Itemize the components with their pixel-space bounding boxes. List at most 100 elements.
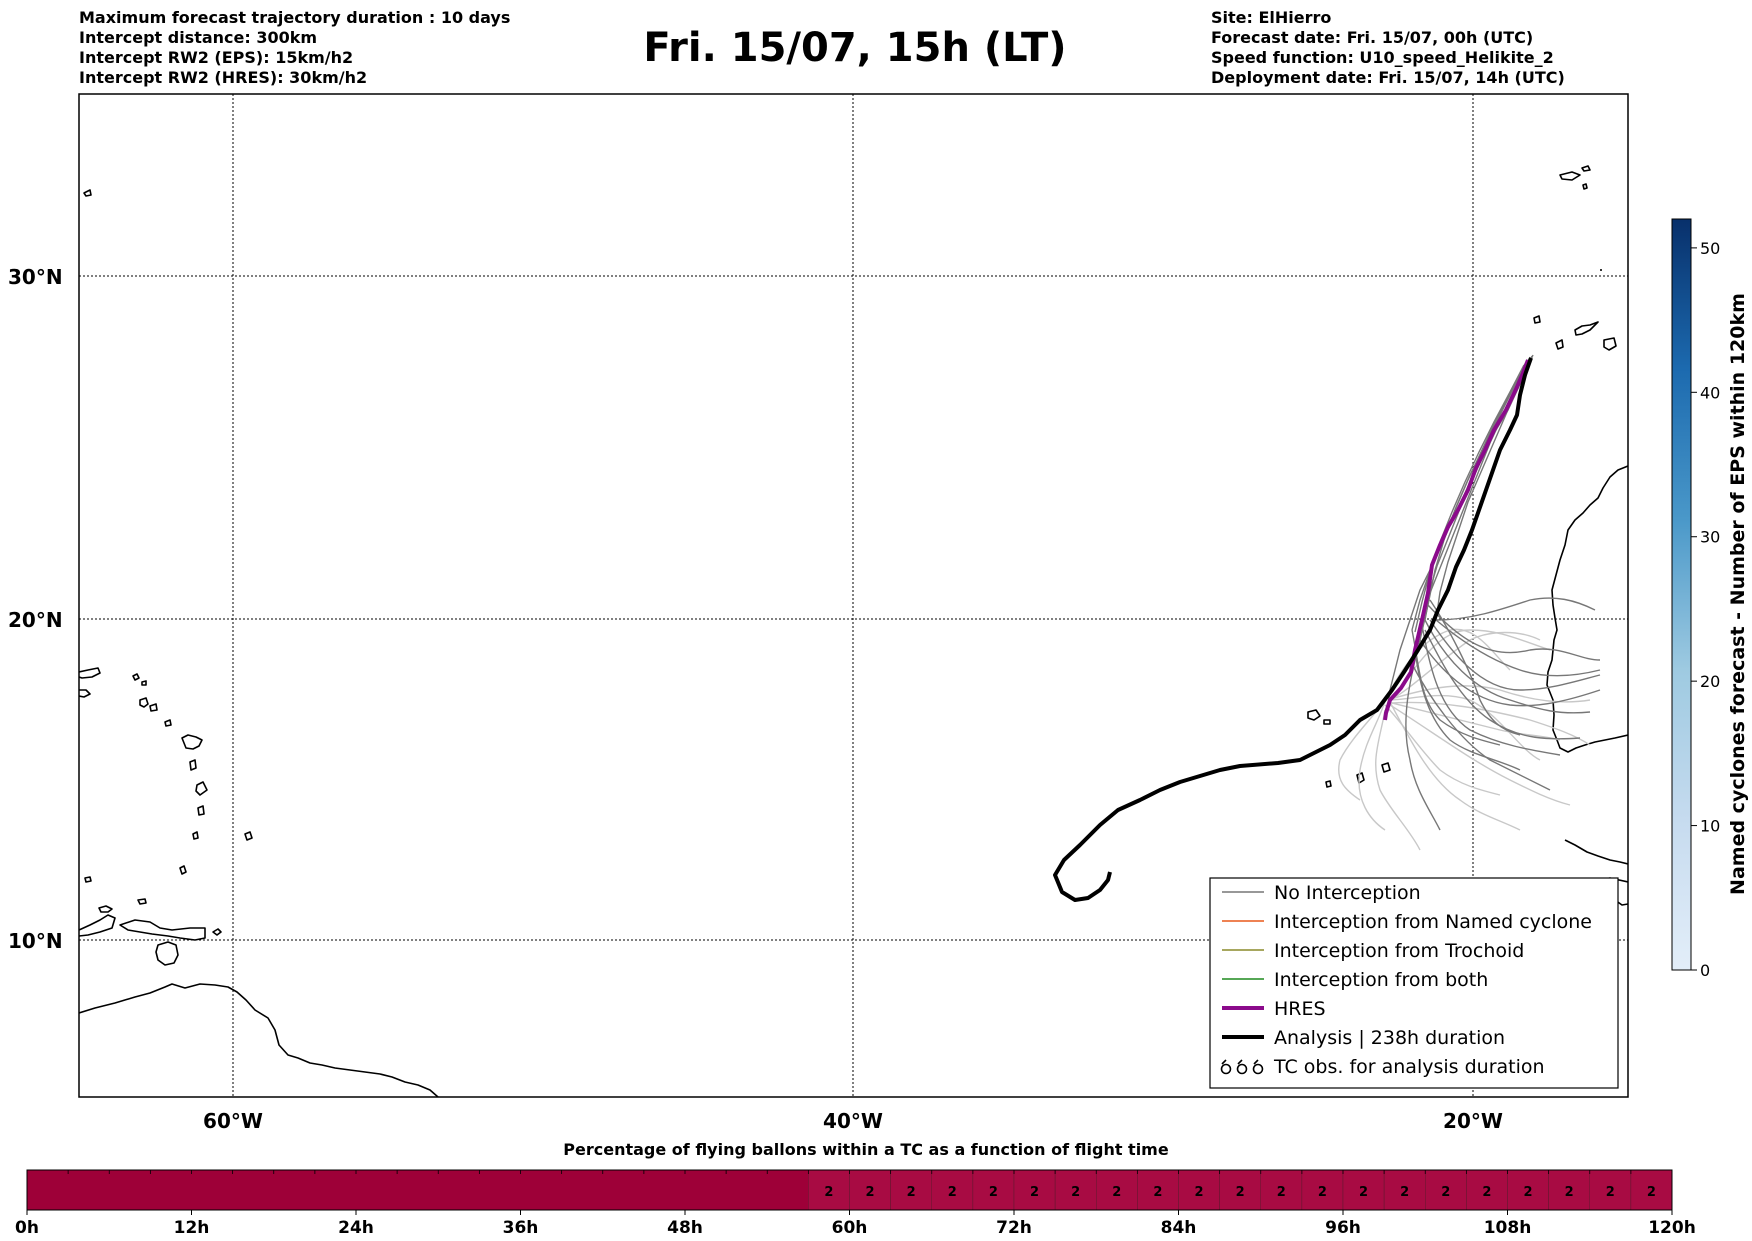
time-bar-cell bbox=[972, 1169, 1015, 1211]
colorbar-tick-label: 0 bbox=[1700, 961, 1710, 980]
time-bar-tick-label: 72h bbox=[996, 1218, 1032, 1238]
time-bar-tick-label: 84h bbox=[1161, 1218, 1197, 1238]
page-title: Fri. 15/07, 15h (LT) bbox=[643, 25, 1067, 71]
time-bar-cell-value: 2 bbox=[1030, 1185, 1039, 1200]
time-bar-cell-value: 2 bbox=[1236, 1185, 1245, 1200]
time-bar-cell-value: 2 bbox=[1071, 1185, 1080, 1200]
legend-label: HRES bbox=[1274, 998, 1326, 1020]
time-bar-cell-value: 2 bbox=[1400, 1185, 1409, 1200]
colorbar-tick-label: 30 bbox=[1700, 528, 1720, 547]
lon-label-20w: 20°W bbox=[1443, 1109, 1503, 1133]
map-axis-labels: 30°N 20°N 10°N 60°W 40°W 20°W bbox=[8, 265, 1503, 1133]
coast-martinique bbox=[195, 781, 208, 796]
time-bar-ticks: 0h 12h 24h 36h 48h 60h 72h 84h 96h 108h 120h bbox=[15, 1170, 1696, 1238]
info-intercept-eps: Intercept RW2 (EPS): 15km/h2 bbox=[79, 48, 354, 67]
time-bar-cell-value: 2 bbox=[866, 1185, 875, 1200]
lon-label-60w: 60°W bbox=[203, 1109, 263, 1133]
time-bar-tick-label: 48h bbox=[667, 1218, 703, 1238]
coast-cape-verde-4 bbox=[1381, 762, 1391, 773]
legend-item: Interception from Trochoid bbox=[1222, 940, 1524, 962]
colorbar-tick-label: 50 bbox=[1700, 239, 1720, 258]
legend-label: Interception from Named cyclone bbox=[1274, 911, 1592, 933]
time-bar-cell bbox=[1383, 1169, 1426, 1211]
time-bar-cell-value: 2 bbox=[1153, 1185, 1162, 1200]
time-bar-tick-label: 36h bbox=[503, 1218, 539, 1238]
coast-azores bbox=[83, 189, 92, 197]
legend-label: Interception from both bbox=[1274, 969, 1488, 991]
map-legend: No Interception Interception from Named c… bbox=[1209, 877, 1619, 1089]
coast-africa-south bbox=[1564, 839, 1628, 865]
coast-venezuela-west bbox=[79, 914, 116, 937]
colorbar-ticks: 0 10 20 30 40 50 bbox=[1691, 239, 1720, 980]
info-site: Site: ElHierro bbox=[1211, 8, 1332, 27]
legend-item: Analysis | 238h duration bbox=[1222, 1027, 1505, 1049]
info-max-duration: Maximum forecast trajectory duration : 1… bbox=[79, 8, 511, 27]
time-bar-cell-value: 2 bbox=[907, 1185, 916, 1200]
eps-trajectories-light bbox=[1338, 628, 1591, 851]
coast-madeira-2 bbox=[1581, 165, 1591, 172]
time-bar-cell-value: 2 bbox=[1318, 1185, 1327, 1200]
coast-st-vincent bbox=[192, 831, 199, 840]
time-bar-title: Percentage of flying ballons within a TC… bbox=[563, 1140, 1169, 1159]
coast-aruba bbox=[84, 876, 92, 883]
time-bar-cell-value: 2 bbox=[1524, 1185, 1533, 1200]
lat-label-30n: 30°N bbox=[8, 265, 63, 289]
coast-cape-verde-2 bbox=[1323, 719, 1331, 725]
time-bar-cells: 2 2 2 2 2 2 2 2 2 2 2 2 2 2 2 2 2 2 2 2 2 bbox=[27, 1169, 1673, 1211]
coast-tobago bbox=[212, 928, 222, 936]
time-bar-cell-value: 2 bbox=[1195, 1185, 1204, 1200]
map-panel[interactable]: No Interception Interception from Named c… bbox=[78, 93, 1629, 1098]
time-bar-tick-label: 24h bbox=[338, 1218, 374, 1238]
time-bar-cell bbox=[1219, 1169, 1261, 1211]
coast-canary-1 bbox=[1574, 321, 1599, 336]
colorbar-tick-label: 40 bbox=[1700, 383, 1720, 402]
coast-leeward-1 bbox=[132, 673, 140, 681]
lat-label-20n: 20°N bbox=[8, 608, 63, 632]
time-bar-tick-label: 0h bbox=[15, 1218, 39, 1238]
colorbar-gradient bbox=[1671, 218, 1692, 971]
coast-antigua bbox=[164, 719, 172, 727]
coast-africa bbox=[1546, 465, 1628, 753]
coast-trinidad bbox=[155, 941, 179, 966]
hres-trajectory bbox=[1383, 359, 1530, 721]
time-bar-cell bbox=[1260, 1169, 1303, 1211]
lat-label-10n: 10°N bbox=[8, 929, 63, 953]
colorbar-label: Named cyclones forecast - Number of EPS … bbox=[1727, 293, 1749, 895]
coast-leeward-4 bbox=[149, 703, 158, 712]
graticule bbox=[79, 94, 1628, 1097]
time-bar-cell bbox=[1178, 1169, 1220, 1211]
tc-symbols-icon bbox=[1220, 1059, 1264, 1075]
legend-item: Interception from both bbox=[1222, 969, 1488, 991]
time-bar-cell bbox=[1630, 1169, 1673, 1211]
coast-puerto-rico bbox=[79, 667, 101, 679]
coast-cape-verde-5 bbox=[1325, 780, 1332, 788]
lon-label-40w: 40°W bbox=[823, 1109, 883, 1133]
coast-st-lucia bbox=[197, 805, 205, 816]
time-bar-tick-label: 120h bbox=[1648, 1218, 1696, 1238]
map-frame bbox=[78, 93, 1629, 1098]
info-intercept-hres: Intercept RW2 (HRES): 30km/h2 bbox=[79, 68, 368, 87]
coast-south-america bbox=[79, 983, 439, 1097]
colorbar-tick-label: 20 bbox=[1700, 672, 1720, 691]
time-bar-tick-label: 96h bbox=[1325, 1218, 1361, 1238]
coast-leeward-3 bbox=[139, 697, 149, 708]
time-bar-tick-label: 108h bbox=[1484, 1218, 1532, 1238]
time-bar-cell-value: 2 bbox=[1277, 1185, 1286, 1200]
coast-madeira bbox=[1559, 171, 1581, 181]
coast-guadeloupe bbox=[181, 734, 203, 750]
coast-dominica bbox=[189, 759, 197, 771]
time-bar-cell-value: 2 bbox=[948, 1185, 957, 1200]
time-bar-cell bbox=[1342, 1169, 1385, 1211]
coast-barbados bbox=[244, 831, 253, 841]
coast-canary-2 bbox=[1603, 337, 1617, 351]
coast-grenadines bbox=[179, 865, 187, 875]
time-bar-cell bbox=[1054, 1169, 1097, 1211]
legend-label: Interception from Trochoid bbox=[1274, 940, 1524, 962]
colorbar: 0 10 20 30 40 50 Named cyclones forecast - Nu… bbox=[1671, 218, 1749, 980]
legend-item: HRES bbox=[1222, 998, 1326, 1020]
legend-item: Interception from Named cyclone bbox=[1222, 911, 1592, 933]
legend-box bbox=[1209, 877, 1619, 1089]
coast-canary-3 bbox=[1555, 339, 1564, 350]
coast-hispaniola bbox=[79, 689, 91, 698]
